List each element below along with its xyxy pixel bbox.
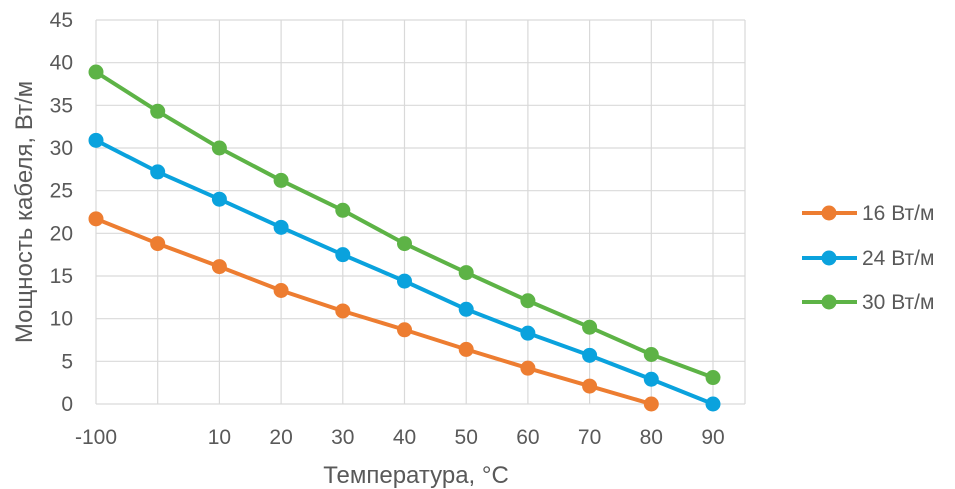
x-tick-label: 60 xyxy=(516,426,539,449)
data-point xyxy=(582,347,598,363)
data-point xyxy=(643,371,659,387)
data-point xyxy=(520,325,536,341)
x-tick-label: 40 xyxy=(393,426,416,449)
data-point xyxy=(582,378,598,394)
series-3 xyxy=(88,64,721,386)
data-point xyxy=(335,303,351,319)
data-point xyxy=(150,236,166,252)
y-tick-label: 45 xyxy=(50,9,73,32)
y-tick-label: 40 xyxy=(50,52,73,75)
data-point xyxy=(397,236,412,252)
data-point xyxy=(705,370,721,386)
series-2 xyxy=(88,132,721,412)
y-tick-label: 5 xyxy=(61,350,73,373)
y-tick-label: 30 xyxy=(50,137,73,160)
data-point xyxy=(458,301,474,317)
x-tick-label: 30 xyxy=(331,426,354,449)
x-tick-label: -100 xyxy=(75,426,117,449)
y-axis-ticks: 0 5 10 15 20 25 30 35 40 45 xyxy=(50,9,73,416)
data-point xyxy=(643,396,659,412)
data-point xyxy=(88,64,104,80)
y-tick-label: 15 xyxy=(50,265,73,288)
legend: 16 Вт/м 24 Вт/м 30 Вт/м xyxy=(802,202,934,314)
y-tick-label: 0 xyxy=(61,393,73,416)
data-point xyxy=(520,360,536,376)
legend-marker xyxy=(821,250,837,266)
x-axis-ticks: -100 10 20 30 40 50 60 70 80 90 xyxy=(75,426,725,449)
data-point xyxy=(211,259,227,275)
data-point xyxy=(211,191,227,207)
data-point xyxy=(150,103,166,119)
y-tick-label: 20 xyxy=(50,222,73,245)
data-point xyxy=(705,396,721,412)
data-point xyxy=(273,283,289,299)
data-point xyxy=(458,265,474,281)
data-point xyxy=(335,202,351,218)
data-point xyxy=(397,322,412,338)
y-tick-label: 10 xyxy=(50,308,73,331)
data-point xyxy=(273,172,289,188)
series-line xyxy=(95,216,652,406)
legend-entry: 24 Вт/м xyxy=(802,247,934,270)
legend-marker xyxy=(821,205,837,221)
data-point xyxy=(88,211,104,227)
x-tick-label: 70 xyxy=(578,426,601,449)
data-point xyxy=(458,341,474,357)
x-tick-label: 10 xyxy=(208,426,231,449)
x-tick-label: 50 xyxy=(455,426,478,449)
legend-entry: 30 Вт/м xyxy=(802,291,934,314)
legend-marker xyxy=(821,294,837,310)
data-point xyxy=(520,293,536,309)
data-point xyxy=(88,132,104,148)
y-tick-label: 35 xyxy=(50,94,73,117)
legend-label: 30 Вт/м xyxy=(862,291,934,314)
data-point xyxy=(150,164,166,180)
data-point xyxy=(643,347,659,363)
gridlines xyxy=(95,19,746,405)
x-tick-label: 90 xyxy=(701,426,724,449)
x-axis-title: Температура, °C xyxy=(323,462,509,489)
series-1 xyxy=(88,211,659,412)
x-tick-label: 80 xyxy=(640,426,663,449)
series-layer xyxy=(88,64,721,412)
legend-label: 16 Вт/м xyxy=(862,202,934,225)
data-point xyxy=(582,319,598,335)
legend-label: 24 Вт/м xyxy=(862,247,934,270)
y-tick-label: 25 xyxy=(50,180,73,203)
data-point xyxy=(211,140,227,156)
x-tick-label: 20 xyxy=(269,426,292,449)
data-point xyxy=(397,273,412,289)
data-point xyxy=(273,219,289,235)
y-axis-title: Мощность кабеля, Вт/м xyxy=(11,81,38,343)
legend-entry: 16 Вт/м xyxy=(802,202,934,225)
data-point xyxy=(335,247,351,263)
